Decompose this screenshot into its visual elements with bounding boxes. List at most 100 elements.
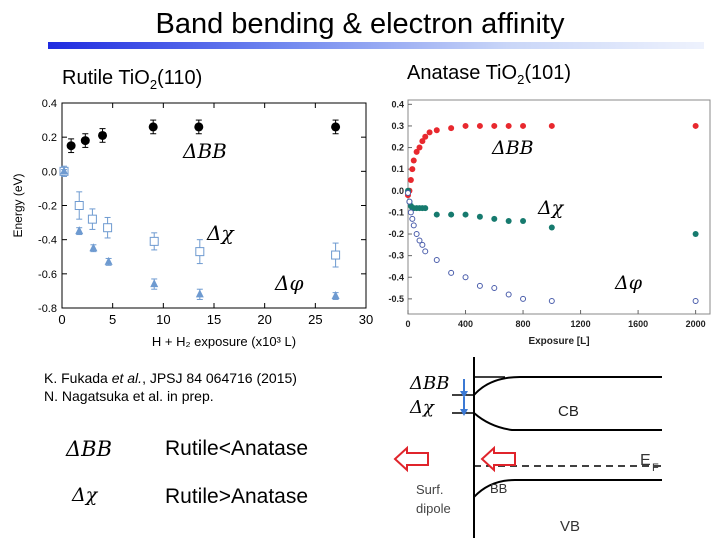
data-point xyxy=(149,236,159,246)
reference-2: N. Nagatsuka et al. in prep. xyxy=(44,388,214,404)
surf-label: Surf. xyxy=(416,482,443,497)
anatase-chart: 0 400 800 1200 1600 2000 0.4 0.3 0.2 0.1 0.0 -0.1 -0… xyxy=(388,99,711,347)
data-point xyxy=(520,122,527,129)
data-point xyxy=(407,176,414,183)
data-point xyxy=(462,274,469,281)
x-tick-label: 1600 xyxy=(628,319,648,329)
data-point xyxy=(104,256,113,265)
data-point xyxy=(410,157,417,164)
surf-dipole-arrow-left xyxy=(393,445,429,473)
data-point xyxy=(195,247,205,257)
data-point xyxy=(60,166,69,175)
y-tick-label: 0.2 xyxy=(391,143,404,153)
x-tick-label: 10 xyxy=(156,312,170,327)
anatase-label-suffix: (101) xyxy=(524,62,572,84)
data-point xyxy=(89,243,98,252)
delta-phi-annotation: Δφ xyxy=(614,272,643,294)
rutile-label: Rutile TiO2(110) xyxy=(62,67,202,92)
y-tick-label: 0.0 xyxy=(391,186,404,196)
data-point xyxy=(416,237,423,244)
data-point xyxy=(413,231,420,238)
y-tick-label: -0.4 xyxy=(388,272,404,282)
delta-bb-annotation: ΔBB xyxy=(491,137,534,159)
data-point xyxy=(331,291,340,300)
data-point xyxy=(150,279,159,288)
data-point xyxy=(433,127,440,134)
data-point xyxy=(462,122,469,129)
data-point xyxy=(448,211,455,218)
data-point xyxy=(476,122,483,129)
data-point xyxy=(75,226,84,235)
data-point xyxy=(74,201,84,210)
x-tick-label: 0 xyxy=(405,319,410,329)
anatase-label-sub: 2 xyxy=(517,72,525,87)
data-point xyxy=(476,282,483,289)
data-point xyxy=(491,122,498,129)
data-point xyxy=(419,138,426,145)
x-tick-label: 800 xyxy=(516,319,531,329)
data-point xyxy=(87,214,97,224)
data-point xyxy=(405,189,411,196)
y-tick-label: 0.3 xyxy=(391,121,404,131)
data-point xyxy=(692,231,699,238)
x-tick-label: 2000 xyxy=(686,319,706,329)
data-point xyxy=(413,148,420,155)
data-point xyxy=(692,122,699,129)
reference-1-etal: et al. xyxy=(111,370,143,386)
data-point xyxy=(692,298,699,305)
data-point xyxy=(448,269,455,276)
y-tick-label: -0.2 xyxy=(38,201,57,213)
data-point xyxy=(409,215,416,222)
bb-region-label: BB xyxy=(490,481,507,496)
x-tick-label: 1200 xyxy=(571,319,591,329)
comparison-chi-symbol: Δχ xyxy=(72,484,98,506)
y-tick-label: 0.1 xyxy=(391,164,404,174)
surf-dipole-arrow-right xyxy=(480,445,516,473)
y-tick-label: -0.3 xyxy=(388,251,404,261)
anatase-label-prefix: Anatase Ti xyxy=(407,62,502,84)
y-tick-label: 0.2 xyxy=(42,132,57,144)
vb-label: VB xyxy=(560,518,580,535)
rutile-label-prefix: Rutile Ti xyxy=(62,67,135,89)
x-axis-label: H + H₂ exposure (x10³ L) xyxy=(152,334,296,349)
data-point xyxy=(505,291,512,298)
data-point xyxy=(476,213,483,220)
x-tick-label: 20 xyxy=(257,312,271,327)
y-tick-label: -0.6 xyxy=(38,269,57,281)
data-point xyxy=(148,122,158,132)
data-point xyxy=(491,285,498,292)
band-chi-label: Δχ xyxy=(409,397,435,418)
data-point xyxy=(406,198,413,205)
rutile-plot-frame xyxy=(61,102,367,309)
data-point xyxy=(80,136,90,146)
y-tick-label: 0.4 xyxy=(42,98,57,110)
x-tick-label: 15 xyxy=(207,312,221,327)
valence-band-curve xyxy=(473,479,662,498)
y-axis-label: Energy (eV) xyxy=(11,173,25,237)
data-point xyxy=(505,218,512,225)
delta-chi-annotation: Δχ xyxy=(206,221,235,245)
data-point xyxy=(433,211,440,218)
data-point xyxy=(416,144,423,151)
data-point xyxy=(491,215,498,222)
data-point xyxy=(419,241,426,248)
anatase-plot-frame xyxy=(407,99,711,315)
delta-chi-annotation: Δχ xyxy=(537,197,565,219)
y-tick-label: -0.5 xyxy=(388,294,404,304)
rutile-label-o: O xyxy=(134,67,150,89)
title-underline-bar xyxy=(48,42,704,49)
rutile-label-sub: 2 xyxy=(149,77,158,92)
data-point xyxy=(505,122,512,129)
data-point xyxy=(462,211,469,218)
delta-bb-annotation: ΔBB xyxy=(182,139,227,163)
reference-1-authors: K. Fukada xyxy=(44,370,112,386)
data-point xyxy=(331,250,341,260)
data-point xyxy=(407,209,414,216)
data-point xyxy=(195,289,204,298)
conduction-band-curve xyxy=(473,412,662,431)
y-tick-label: -0.8 xyxy=(38,303,57,315)
data-point xyxy=(548,224,555,231)
chi-marker-arrowhead xyxy=(460,409,468,416)
anatase-label: Anatase TiO2(101) xyxy=(407,62,571,87)
rutile-chart: 0 5 10 15 20 25 30 0.4 0.2 0.0 -0.2 -0.4 -0.6 -0.8 H +… xyxy=(11,98,373,349)
